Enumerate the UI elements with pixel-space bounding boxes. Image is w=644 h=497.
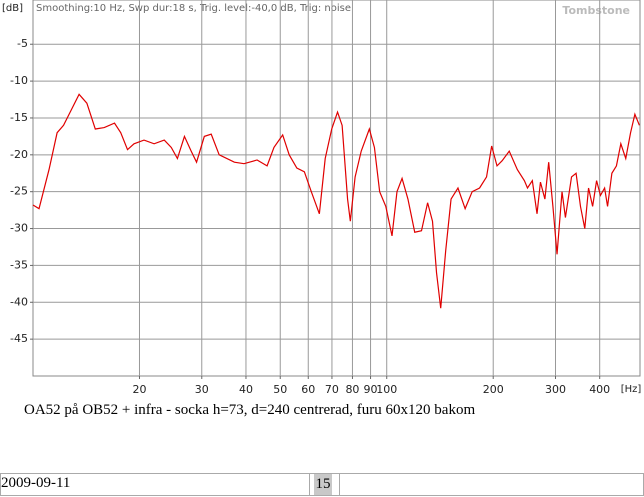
x-axis-label: [Hz] <box>621 384 642 395</box>
y-tick-label: -20 <box>10 148 28 161</box>
y-tick-label: -10 <box>10 74 28 87</box>
x-tick-label: 80 <box>345 383 359 396</box>
y-tick-label: -30 <box>10 222 28 235</box>
x-tick-label: 70 <box>325 383 339 396</box>
y-tick-label: -45 <box>10 332 28 345</box>
comment: OA52 på OB52 + infra - socka h=73, d=240… <box>24 402 476 418</box>
x-tick-label: 100 <box>376 383 397 396</box>
chart: [dB] Smoothing:10 Hz, Swp dur:18 s, Trig… <box>2 0 642 396</box>
x-tick-label: 200 <box>483 383 504 396</box>
x-tick-label: 60 <box>301 383 315 396</box>
x-tick-label: 400 <box>589 383 610 396</box>
x-tick-label: 90 <box>364 383 378 396</box>
x-tick-label: 30 <box>195 383 209 396</box>
x-tick-label: 50 <box>273 383 287 396</box>
y-tick-label: -15 <box>10 111 28 124</box>
subtitle: Smoothing:10 Hz, Swp dur:18 s, Trig. lev… <box>36 3 351 14</box>
x-tick-label: 40 <box>239 383 253 396</box>
x-tick-label: 300 <box>545 383 566 396</box>
y-tick-label: -25 <box>10 185 28 198</box>
footer: 2009-09-11 15 <box>0 473 644 496</box>
x-tick-label: 20 <box>132 383 146 396</box>
response-line <box>32 93 640 309</box>
y-tick-label: -35 <box>10 258 28 271</box>
page-number: 15 <box>314 474 332 495</box>
separator <box>339 474 340 495</box>
separator <box>309 474 310 495</box>
y-tick-label: -5 <box>17 37 28 50</box>
plot-frame <box>32 0 641 377</box>
y-axis-label: [dB] <box>2 3 23 14</box>
date: 2009-09-11 <box>1 475 71 491</box>
watermark: Tombstone <box>562 4 630 17</box>
y-tick-label: -40 <box>10 295 28 308</box>
